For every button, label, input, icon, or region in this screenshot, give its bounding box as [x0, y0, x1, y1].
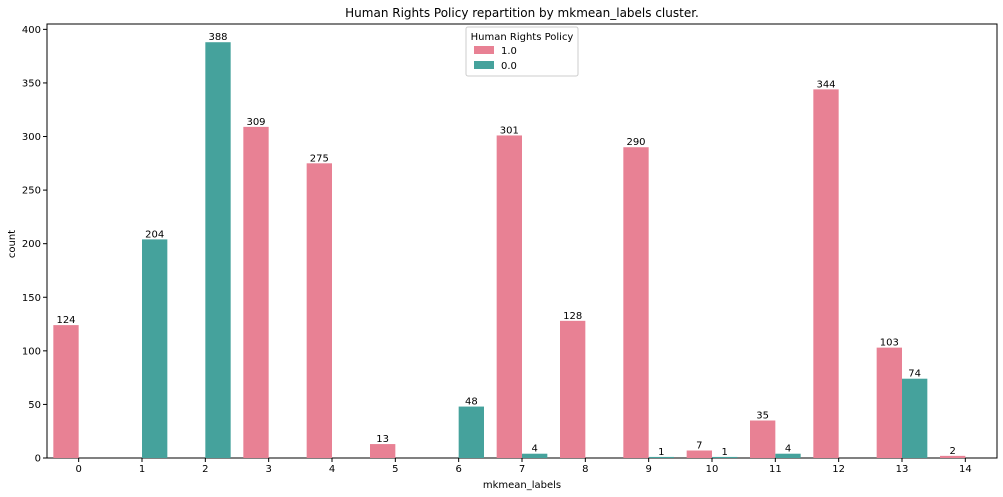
y-tick-label: 150 [22, 293, 41, 304]
bar [940, 455, 966, 458]
bar-value-label: 1 [658, 447, 664, 458]
legend-title: Human Rights Policy [471, 32, 574, 43]
y-tick-label: 100 [22, 346, 41, 357]
legend-entry-label: 0.0 [501, 61, 517, 72]
x-tick-label: 10 [706, 464, 719, 475]
bar [902, 378, 928, 458]
y-tick-label: 200 [22, 239, 41, 250]
bar-value-label: 48 [465, 397, 478, 408]
bar [243, 126, 269, 458]
bar [306, 163, 332, 458]
x-tick-label: 11 [769, 464, 782, 475]
bar-value-label: 275 [310, 153, 329, 164]
legend-entry-label: 1.0 [501, 46, 517, 57]
y-tick-label: 0 [35, 454, 41, 465]
bar-value-label: 13 [376, 434, 389, 445]
bar-value-label: 301 [500, 125, 519, 136]
bar [142, 239, 168, 458]
bar-value-label: 35 [756, 410, 769, 421]
legend-swatch [474, 61, 494, 69]
x-tick-label: 6 [455, 464, 461, 475]
x-tick-label: 5 [392, 464, 398, 475]
bar [775, 453, 801, 458]
x-tick-label: 4 [329, 464, 335, 475]
bar [458, 406, 484, 458]
bar [686, 450, 712, 458]
x-tick-label: 8 [582, 464, 588, 475]
legend: Human Rights Policy 1.0 0.0 [465, 26, 579, 77]
x-tick-label: 13 [896, 464, 909, 475]
bar-value-label: 4 [531, 444, 537, 455]
bar [623, 147, 649, 459]
bar-value-label: 2 [949, 446, 955, 457]
bar [560, 320, 586, 458]
bar-value-label: 309 [246, 117, 265, 128]
bar [876, 347, 902, 458]
x-tick-label: 14 [959, 464, 972, 475]
y-tick-label: 350 [22, 78, 41, 89]
y-tick-label: 50 [28, 400, 41, 411]
bar-value-label: 290 [626, 137, 645, 148]
x-tick-label: 7 [519, 464, 525, 475]
bar-value-label: 128 [563, 311, 582, 322]
chart-title: Human Rights Policy repartition by mkmea… [345, 6, 699, 20]
bar-value-label: 74 [908, 369, 921, 380]
bar [522, 453, 548, 458]
legend-swatch [474, 46, 494, 54]
x-tick-label: 1 [139, 464, 145, 475]
bar [750, 420, 776, 458]
bar [813, 89, 839, 458]
bar [648, 456, 674, 458]
bar [496, 135, 522, 459]
y-tick-label: 400 [22, 25, 41, 36]
plot-area: 0501001502002503003504000124120423883309… [22, 23, 998, 475]
bar [712, 456, 738, 458]
x-tick-label: 2 [202, 464, 208, 475]
y-tick-label: 300 [22, 132, 41, 143]
bar [370, 444, 396, 458]
bar [53, 325, 79, 458]
bar-value-label: 388 [208, 32, 227, 43]
x-tick-label: 12 [832, 464, 845, 475]
bar-value-label: 124 [56, 315, 75, 326]
bar-value-label: 344 [816, 79, 835, 90]
x-tick-label: 3 [265, 464, 271, 475]
bar-value-label: 103 [880, 338, 899, 349]
x-tick-label: 0 [75, 464, 81, 475]
y-axis-label: count [7, 230, 18, 258]
x-axis-label: mkmean_labels [483, 480, 561, 491]
y-tick-label: 250 [22, 186, 41, 197]
bar-value-label: 204 [145, 229, 164, 240]
bar-value-label: 1 [721, 447, 727, 458]
bar [205, 42, 231, 458]
x-tick-label: 9 [645, 464, 651, 475]
bar-value-label: 4 [785, 444, 791, 455]
bar-value-label: 7 [696, 440, 702, 451]
